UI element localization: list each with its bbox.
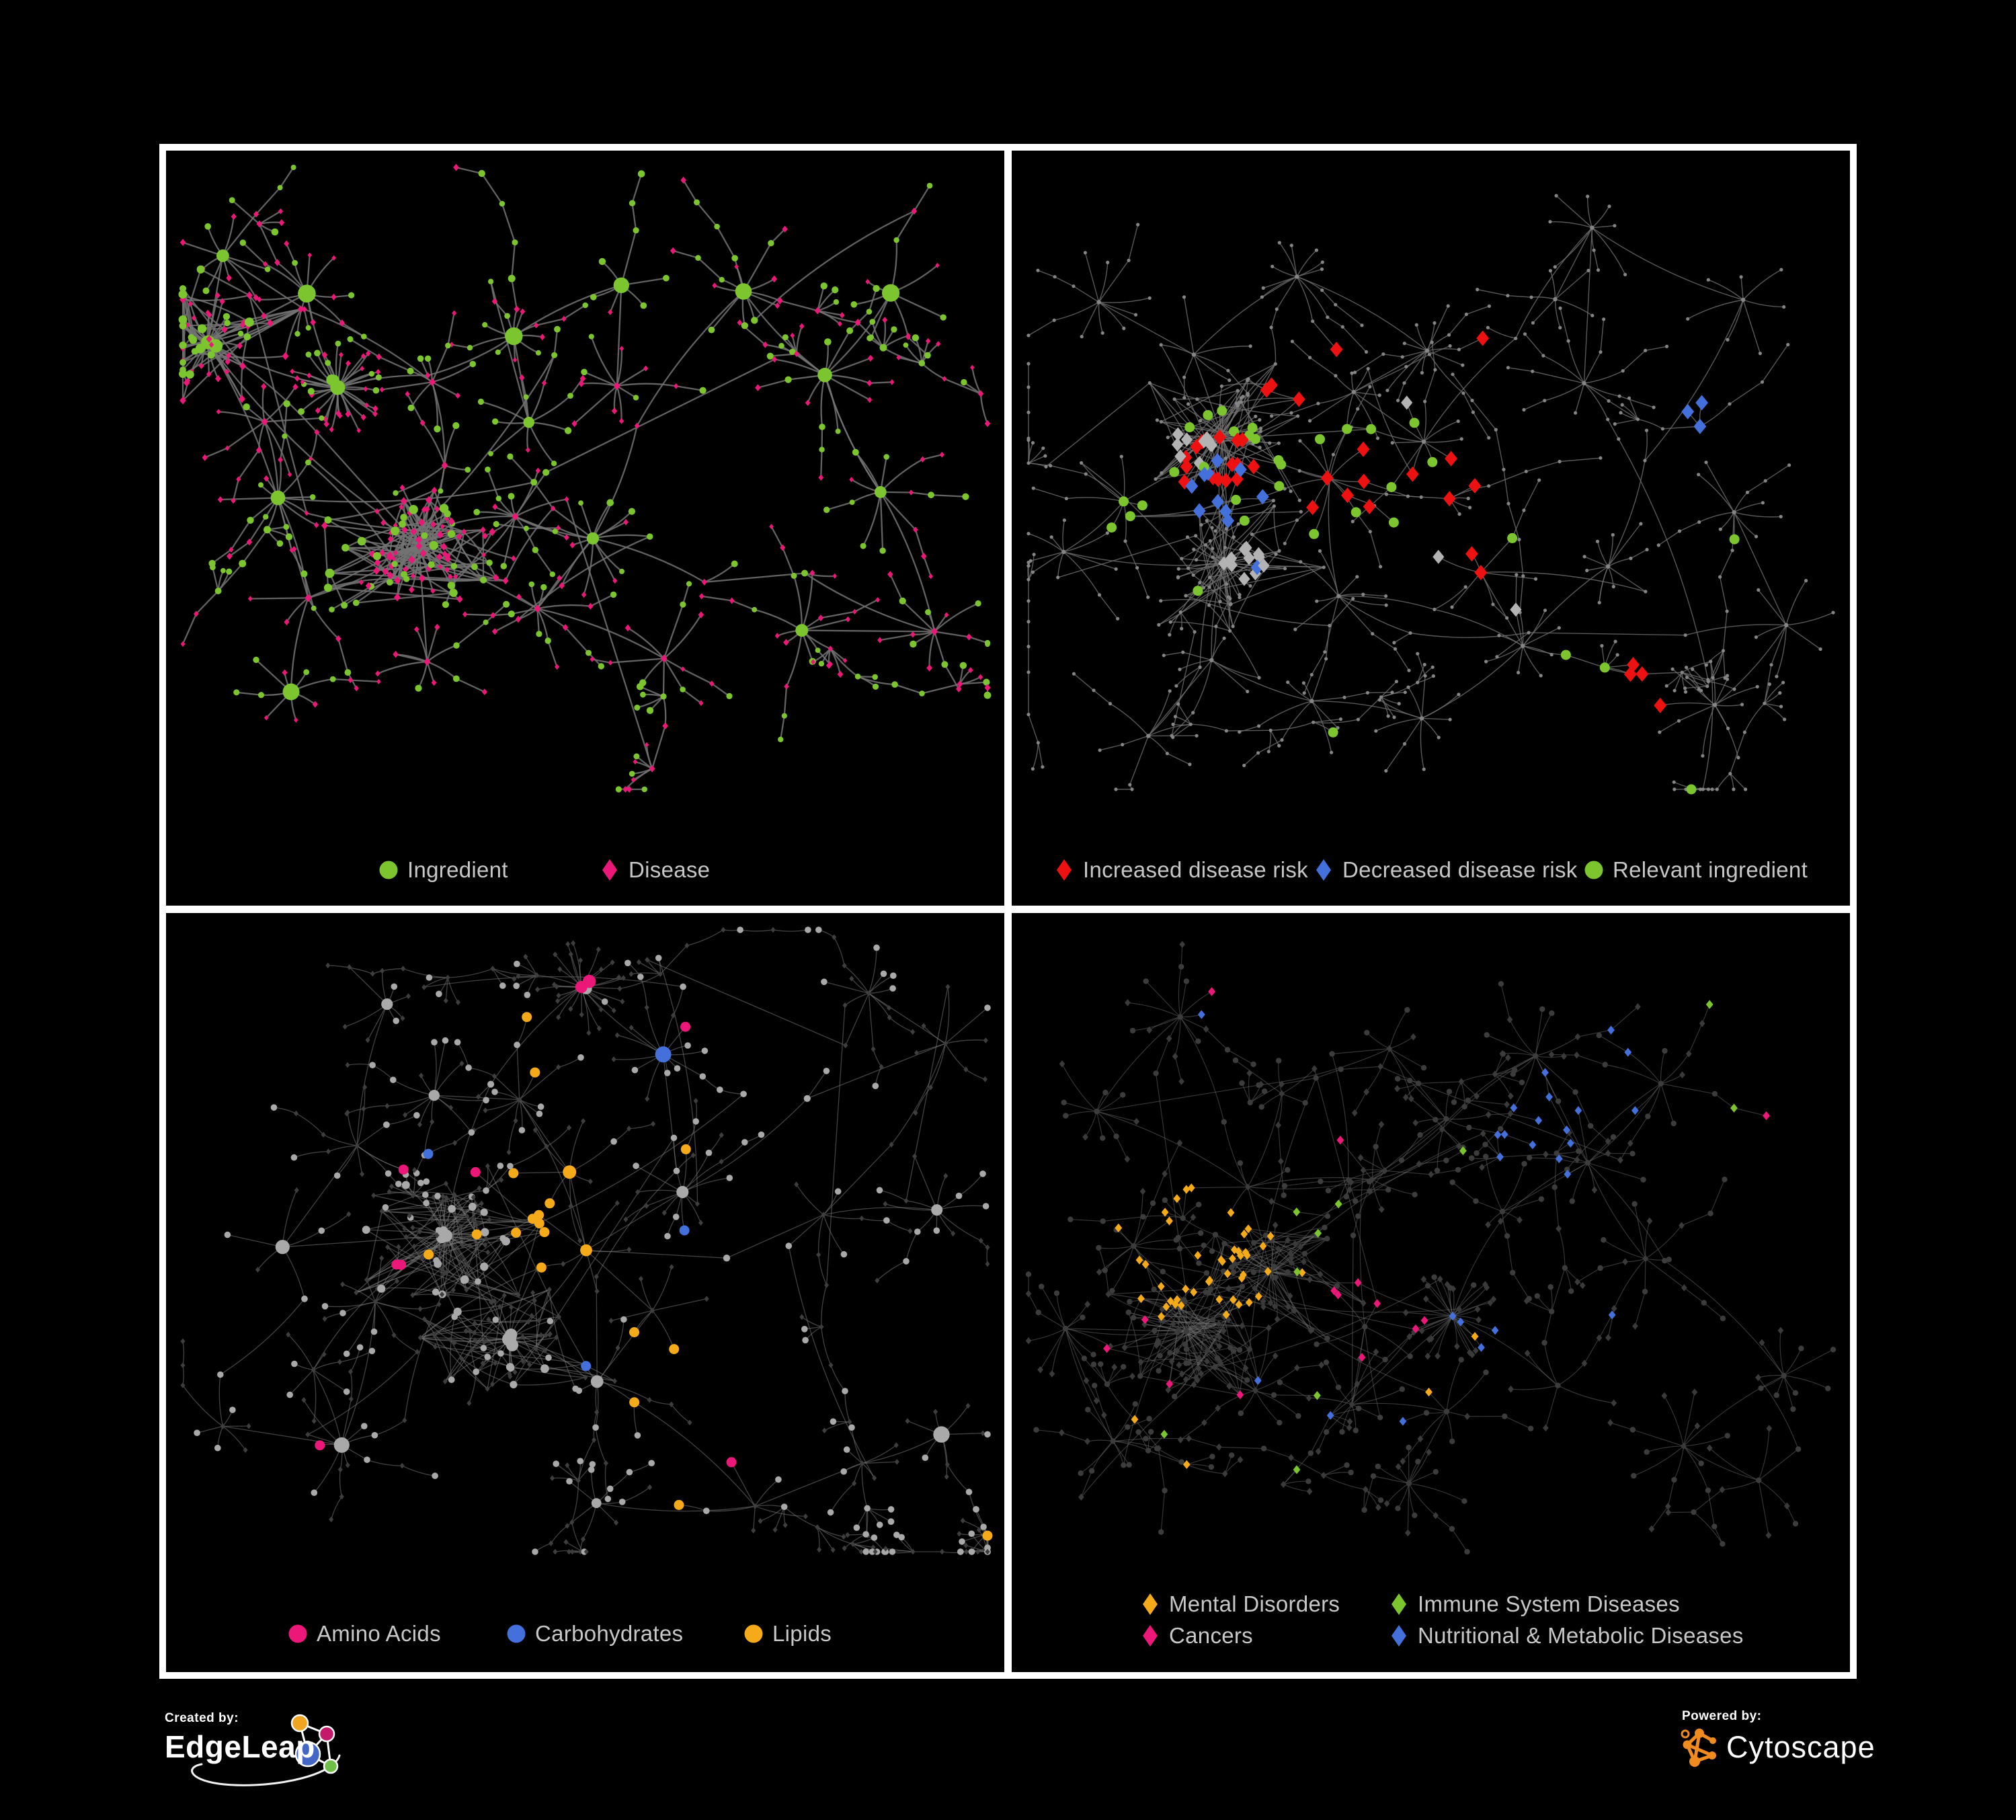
legend-circle-icon [288, 1624, 307, 1643]
edgeleap-logo-text: EdgeLeap [165, 1729, 315, 1764]
legend-diamond-icon [602, 859, 617, 881]
legend-label: Cancers [1169, 1623, 1253, 1648]
legend-item-mental-disorders: Mental Disorders [1141, 1591, 1340, 1617]
legend-label: Disease [629, 857, 711, 882]
legend-label: Immune System Diseases [1418, 1591, 1680, 1616]
legend-label: Ingredient [407, 857, 508, 882]
legend-diamond-icon [1057, 859, 1072, 881]
legend-item-increased-disease-risk: Increased disease risk [1055, 857, 1308, 883]
legend-item-amino-acids: Amino Acids [288, 1621, 441, 1647]
legend-item-relevant-ingredient: Relevant ingredient [1584, 857, 1808, 883]
legend-circle-icon [1584, 861, 1603, 879]
legend-circle-icon [744, 1624, 763, 1643]
legend-label: Carbohydrates [535, 1621, 684, 1646]
legend-label: Decreased disease risk [1342, 857, 1578, 882]
legend-item-lipids: Lipids [744, 1621, 832, 1647]
legend-circle-icon [379, 861, 398, 879]
panel-nutrients: Amino Acids Carbohydrates Lipids [166, 913, 1004, 1672]
legend-item-disease: Disease [600, 857, 710, 883]
cytoscape-logo-icon [1681, 1729, 1716, 1767]
edgeleap-branding: Created by: EdgeLeap [163, 1711, 372, 1795]
legend-label: Increased disease risk [1083, 857, 1308, 882]
legend-diamond-icon [1143, 1625, 1158, 1647]
cytoscape-logo-text: Cytoscape [1726, 1730, 1876, 1764]
created-by-label: Created by: [165, 1711, 239, 1725]
legend-item-carbohydrates: Carbohydrates [507, 1621, 683, 1647]
panel-grid: Ingredient Disease Increased disease risk… [159, 144, 1857, 1679]
legend-diamond-icon [1143, 1593, 1158, 1615]
network-disease-risk [1026, 194, 1835, 795]
legend-item-immune-system-diseases: Immune System Diseases [1389, 1591, 1680, 1617]
legend-label: Amino Acids [317, 1621, 441, 1646]
edgeleap-logo-icon [191, 1714, 341, 1786]
legend-label: Nutritional & Metabolic Diseases [1418, 1623, 1744, 1648]
legend-label: Lipids [772, 1621, 832, 1646]
legend-item-ingredient: Ingredient [379, 857, 508, 883]
legend-item-nutritional-metabolic-diseases: Nutritional & Metabolic Diseases [1389, 1623, 1744, 1649]
legend-diamond-icon [1392, 1593, 1406, 1615]
legend-label: Relevant ingredient [1613, 857, 1808, 882]
network-ingredient-disease [178, 163, 992, 793]
panel-disease-categories: Mental Disorders Immune System Diseases Ca… [1012, 913, 1850, 1672]
cytoscape-branding: Powered by: Cytoscape [1681, 1709, 1876, 1786]
panel-ingredient-disease: Ingredient Disease [166, 151, 1004, 906]
legend-item-decreased-disease-risk: Decreased disease risk [1314, 857, 1578, 883]
legend-circle-icon [507, 1624, 526, 1643]
legend-item-cancers: Cancers [1141, 1623, 1253, 1649]
network-nutrients [180, 926, 993, 1555]
network-disease-categories [1025, 941, 1837, 1555]
legend-diamond-icon [1392, 1625, 1406, 1647]
legend-label: Mental Disorders [1169, 1591, 1340, 1616]
legend-diamond-icon [1316, 859, 1331, 881]
powered-by-label: Powered by: [1682, 1709, 1762, 1723]
panel-disease-risk: Increased disease risk Decreased disease … [1012, 151, 1850, 906]
